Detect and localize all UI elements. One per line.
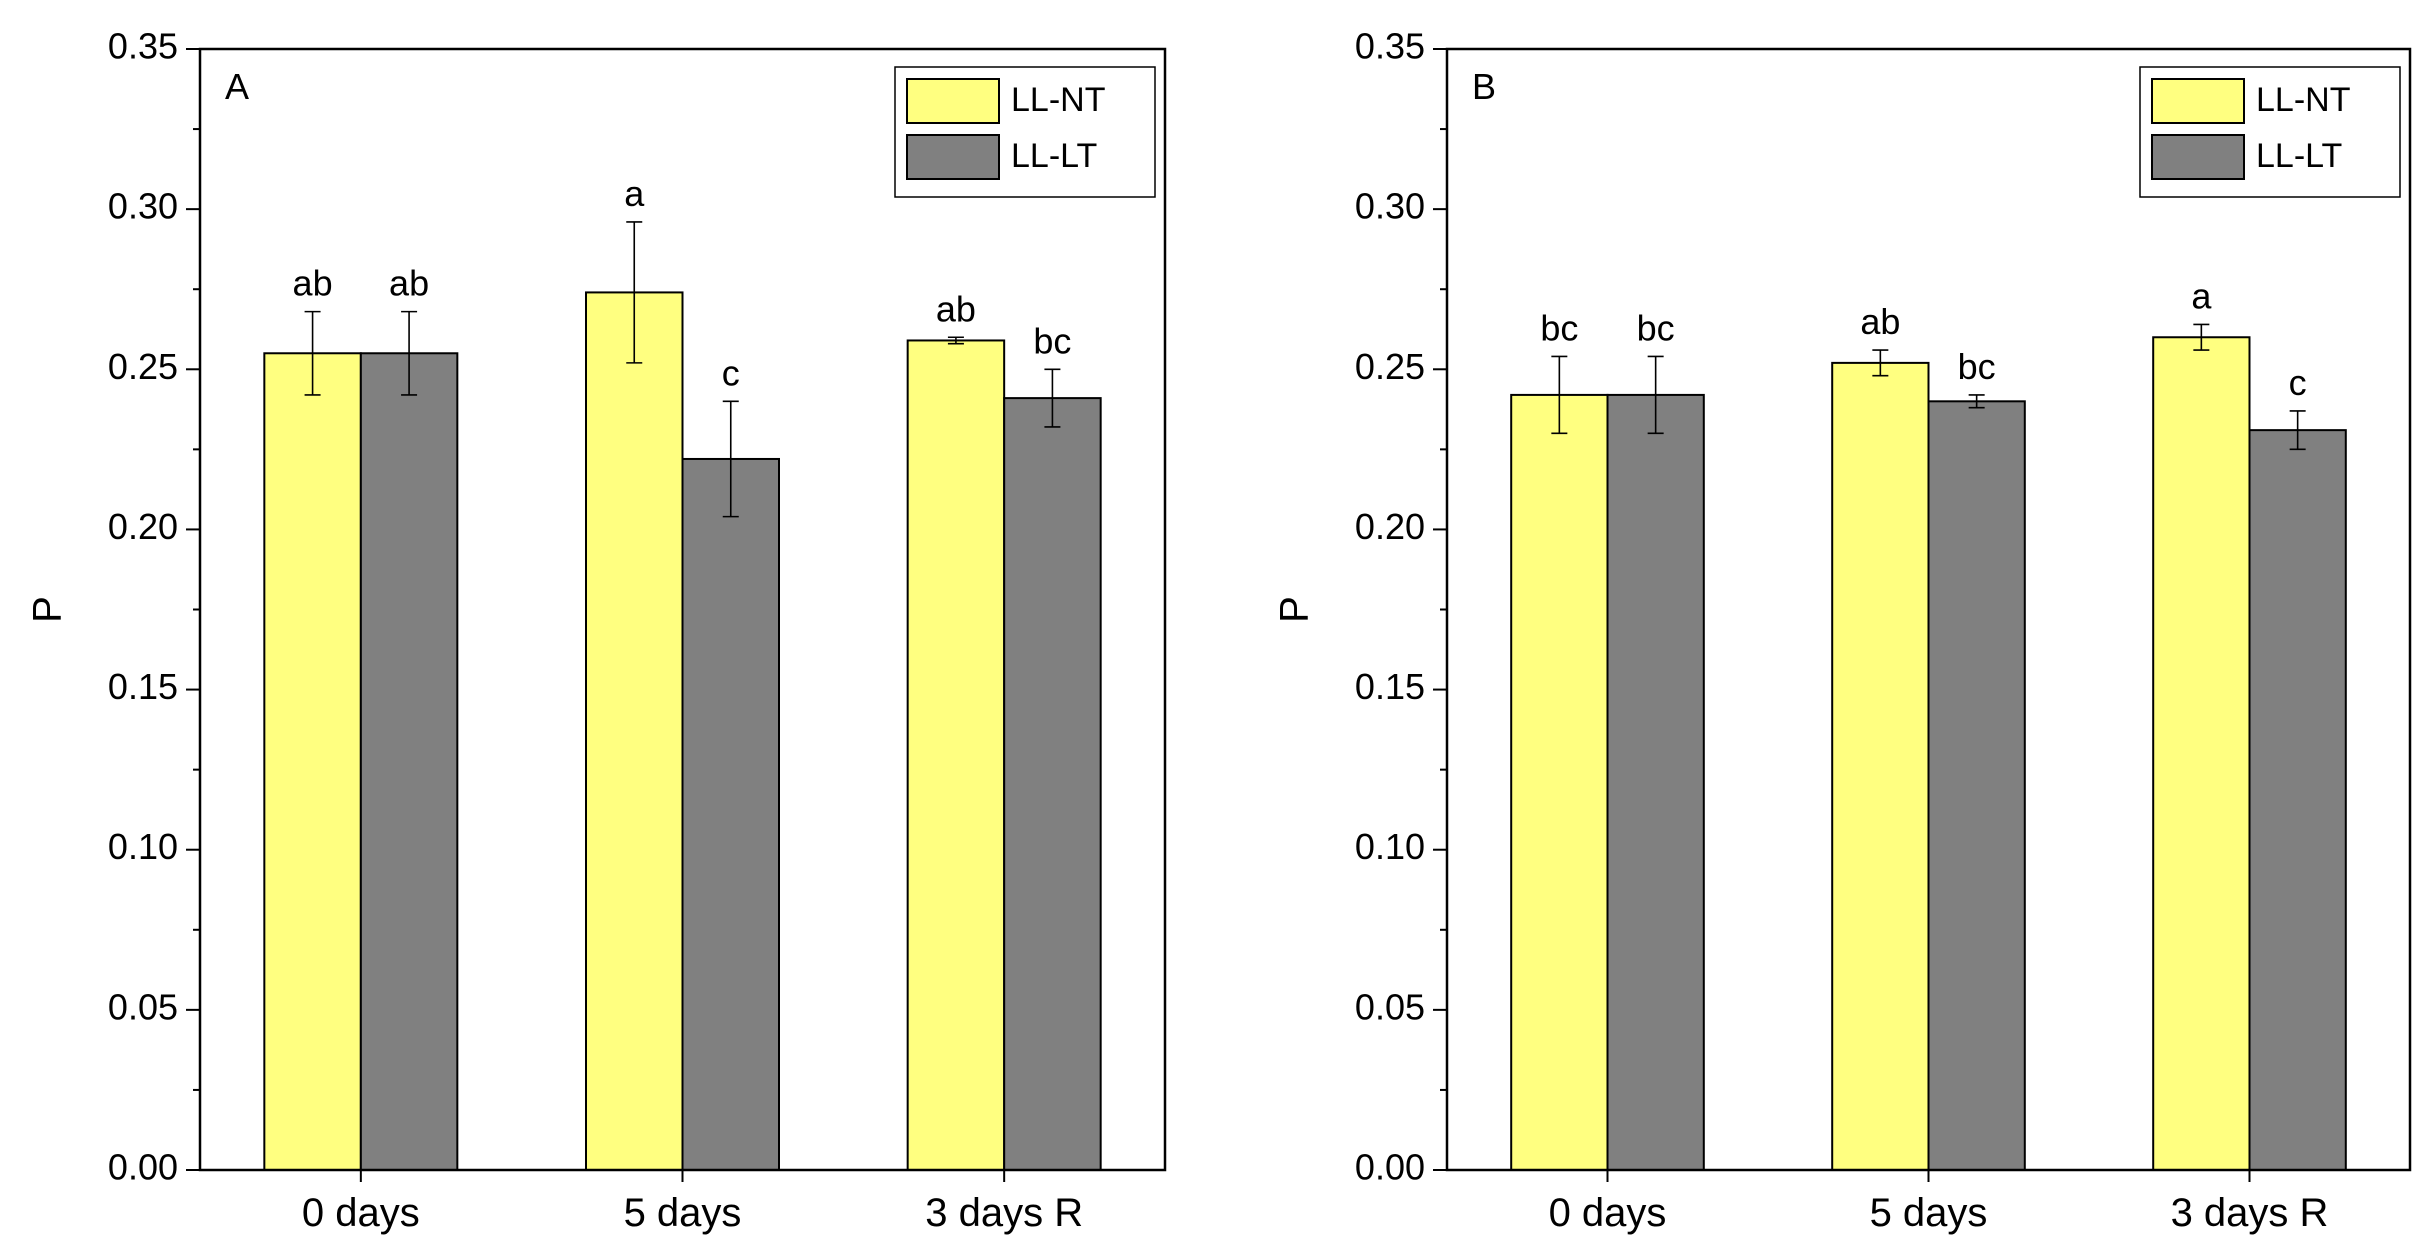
- legend-swatch-ll-lt: [906, 134, 1000, 180]
- significance-label: bc: [1540, 307, 1578, 348]
- significance-label: bc: [1637, 307, 1675, 348]
- bar-ll-lt: [359, 352, 459, 1171]
- y-tick-label: 0.10: [1355, 826, 1425, 867]
- plot-frame: [1445, 47, 2412, 1172]
- y-tick-label: 0.10: [108, 826, 178, 867]
- chart-panel-a: P 0.00 0.05 0.10 0.15 0.20 0.25 0.30 0.35 ab a ab ab…: [26, 26, 1167, 1235]
- significance-label: a: [2191, 275, 2212, 316]
- y-tick-label: 0.05: [108, 986, 178, 1027]
- x-tick-label: 3 days R: [925, 1191, 1083, 1235]
- x-tick-label: 5 days: [624, 1191, 742, 1235]
- y-tick-label: 0.05: [1355, 986, 1425, 1027]
- bar-ll-nt: [906, 339, 1006, 1171]
- bar-ll-nt: [1831, 361, 1930, 1171]
- significance-label: ab: [293, 263, 333, 304]
- y-tick-label: 0.15: [108, 666, 178, 707]
- legend-label-ll-nt: LL-NT: [2256, 81, 2350, 119]
- x-tick-label: 0 days: [302, 1191, 420, 1235]
- legend: LL-NT LL-LT: [894, 66, 1156, 198]
- y-tick-label: 0.30: [1355, 186, 1425, 227]
- x-tick-label: 5 days: [1870, 1191, 1988, 1235]
- x-tick-label: 0 days: [1549, 1191, 1667, 1235]
- legend-swatch-ll-nt: [906, 78, 1000, 124]
- panel-label: B: [1472, 66, 1496, 107]
- y-tick-label: 0.00: [1355, 1147, 1425, 1188]
- legend-label-ll-lt: LL-LT: [1011, 137, 1097, 175]
- panel-label: A: [225, 66, 249, 107]
- bar-ll-lt: [1606, 393, 1705, 1171]
- significance-label: c: [722, 352, 740, 393]
- x-tick-label: 3 days R: [2171, 1191, 2329, 1235]
- significance-label: c: [2289, 362, 2307, 403]
- y-tick-label: 0.35: [108, 26, 178, 67]
- bar-ll-lt: [1003, 397, 1102, 1171]
- y-tick-label: 0.20: [1355, 506, 1425, 547]
- significance-label: a: [624, 173, 645, 214]
- y-axis-label: P: [26, 596, 70, 623]
- significance-label: ab: [1860, 301, 1900, 342]
- y-tick-label: 0.25: [1355, 346, 1425, 387]
- significance-label: ab: [389, 263, 429, 304]
- bar-ll-lt: [2248, 429, 2347, 1171]
- y-tick-label: 0.35: [1355, 26, 1425, 67]
- plot-frame: [198, 47, 1167, 1172]
- legend-label-ll-lt: LL-LT: [2256, 137, 2342, 175]
- legend-swatch-ll-nt: [2151, 78, 2245, 124]
- bar-ll-nt: [263, 352, 362, 1171]
- y-tick-label: 0.00: [108, 1147, 178, 1188]
- bar-ll-nt: [2152, 336, 2251, 1171]
- y-tick-label: 0.20: [108, 506, 178, 547]
- chart-panel-b: P 0.00 0.05 0.10 0.15 0.20 0.25 0.30 0.35 bc ab a bc…: [1273, 26, 2412, 1235]
- y-axis-label: P: [1273, 596, 1317, 623]
- legend-swatch-ll-lt: [2151, 134, 2245, 180]
- y-tick-label: 0.25: [108, 346, 178, 387]
- legend: LL-NT LL-LT: [2139, 66, 2401, 198]
- bar-ll-nt: [1510, 393, 1609, 1171]
- significance-label: bc: [1033, 320, 1071, 361]
- y-tick-label: 0.30: [108, 186, 178, 227]
- y-tick-label: 0.15: [1355, 666, 1425, 707]
- significance-label: bc: [1958, 346, 1996, 387]
- significance-label: ab: [936, 288, 976, 329]
- legend-label-ll-nt: LL-NT: [1011, 81, 1105, 119]
- bar-ll-lt: [1927, 400, 2026, 1172]
- bar-ll-lt: [681, 457, 780, 1172]
- bar-ll-nt: [585, 291, 684, 1172]
